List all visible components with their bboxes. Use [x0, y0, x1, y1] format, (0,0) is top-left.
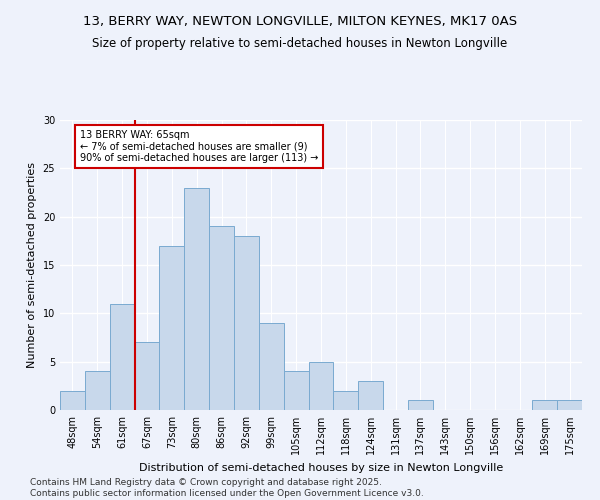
- Bar: [334, 390, 358, 410]
- Bar: [160, 246, 184, 410]
- Bar: [532, 400, 557, 410]
- Bar: [358, 381, 383, 410]
- Bar: [110, 304, 134, 410]
- Bar: [85, 372, 110, 410]
- Text: Contains HM Land Registry data © Crown copyright and database right 2025.
Contai: Contains HM Land Registry data © Crown c…: [30, 478, 424, 498]
- Bar: [184, 188, 209, 410]
- Text: Size of property relative to semi-detached houses in Newton Longville: Size of property relative to semi-detach…: [92, 38, 508, 51]
- Bar: [557, 400, 582, 410]
- Text: 13, BERRY WAY, NEWTON LONGVILLE, MILTON KEYNES, MK17 0AS: 13, BERRY WAY, NEWTON LONGVILLE, MILTON …: [83, 15, 517, 28]
- Bar: [308, 362, 334, 410]
- Bar: [60, 390, 85, 410]
- Bar: [259, 323, 284, 410]
- Y-axis label: Number of semi-detached properties: Number of semi-detached properties: [27, 162, 37, 368]
- Bar: [234, 236, 259, 410]
- Bar: [284, 372, 308, 410]
- Bar: [134, 342, 160, 410]
- Text: 13 BERRY WAY: 65sqm
← 7% of semi-detached houses are smaller (9)
90% of semi-det: 13 BERRY WAY: 65sqm ← 7% of semi-detache…: [80, 130, 318, 163]
- Bar: [209, 226, 234, 410]
- Bar: [408, 400, 433, 410]
- X-axis label: Distribution of semi-detached houses by size in Newton Longville: Distribution of semi-detached houses by …: [139, 462, 503, 472]
